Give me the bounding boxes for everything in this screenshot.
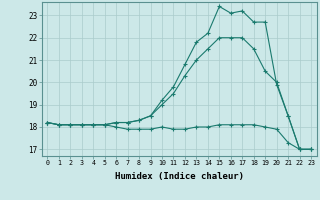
X-axis label: Humidex (Indice chaleur): Humidex (Indice chaleur) [115,172,244,181]
